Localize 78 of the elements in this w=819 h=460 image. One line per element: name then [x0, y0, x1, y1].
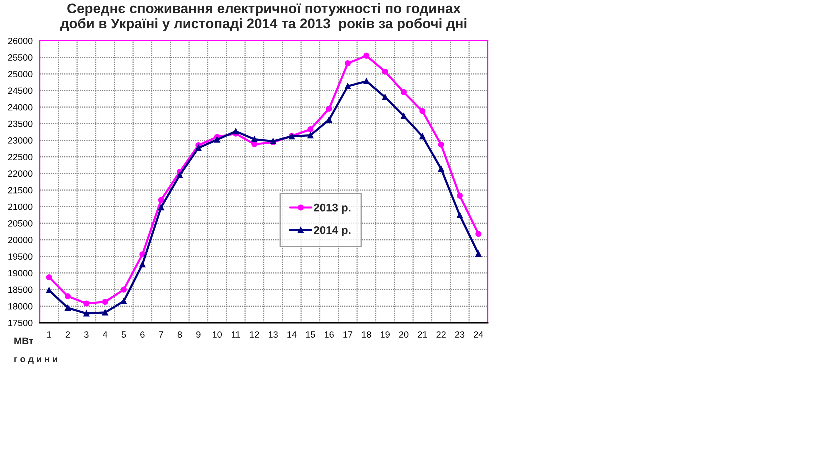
y-tick-label: 24000	[8, 104, 33, 111]
y-tick-label: 24500	[8, 88, 33, 94]
point	[120, 298, 128, 304]
point	[326, 106, 332, 112]
x-tick-label: 2	[66, 332, 70, 338]
point	[196, 145, 202, 152]
x-tick-label: 18	[362, 332, 372, 338]
y-tick-label: 19000	[8, 270, 33, 277]
x-tick-label: 14	[288, 332, 297, 338]
x-tick-label: 11	[232, 332, 240, 338]
y-tick-label: 26000	[8, 38, 33, 44]
x-tick-label: 19	[381, 332, 390, 338]
point	[46, 287, 52, 294]
x-tick-label: 22	[436, 332, 446, 338]
point	[476, 231, 482, 238]
y-tick-label: 17500	[8, 320, 33, 326]
x-tick-label: 15	[306, 332, 316, 338]
point	[84, 300, 90, 307]
y-tick-label: 22000	[8, 170, 33, 178]
y-tick-label: 18000	[8, 303, 33, 310]
y-tick-label: 21000	[8, 204, 33, 210]
point	[102, 310, 108, 316]
point	[308, 126, 314, 133]
y-axis-title: МВт	[14, 338, 34, 345]
point	[456, 192, 464, 199]
point	[214, 136, 220, 143]
point	[476, 250, 482, 258]
x-tick-label: 13	[269, 332, 278, 338]
y-tick-label: 23500	[8, 120, 33, 128]
y-tick-label: 19500	[8, 254, 33, 260]
point	[102, 299, 108, 306]
point	[120, 286, 128, 293]
y-tick-label: 23000	[8, 137, 33, 144]
x-tick-label: 9	[196, 332, 201, 338]
y-tick-label: 20000	[8, 237, 33, 244]
x-tick-label: 10	[213, 332, 222, 338]
x-tick-label: 4	[103, 332, 108, 338]
x-tick-label: 24	[474, 332, 484, 338]
x-axis-title: г о д и н и	[14, 357, 58, 364]
point	[420, 108, 426, 114]
point	[140, 252, 146, 258]
point	[344, 83, 352, 90]
x-tick-label: 16	[325, 332, 334, 338]
x-tick-label: 1	[48, 332, 52, 338]
x-tick-label: 5	[122, 332, 126, 338]
chart-title: Середнє споживання електричної потужності по годинах доби в Україні у листопаді 2014 та 2013 років за робочі дні	[60, 3, 467, 32]
x-tick-label: 17	[344, 332, 353, 338]
x-tick-label: 8	[178, 332, 182, 338]
point	[438, 142, 444, 148]
point	[382, 94, 388, 100]
x-tick-label: 6	[140, 332, 145, 338]
y-tick-label: 22500	[8, 154, 33, 160]
y-tick-label: 25500	[8, 54, 33, 61]
x-tick-label: 20	[399, 332, 409, 338]
point	[456, 212, 464, 219]
x-tick-label: 3	[84, 332, 89, 338]
point	[382, 68, 388, 75]
point	[84, 310, 90, 317]
point	[400, 89, 408, 96]
point	[176, 172, 184, 178]
x-tick-label: 23	[455, 332, 465, 338]
y-tick-label: 21500	[8, 187, 33, 194]
x-tick-label: 7	[159, 332, 164, 338]
point	[400, 113, 408, 120]
point	[158, 197, 164, 204]
point	[344, 60, 352, 67]
legend-label: 2013 р.	[314, 204, 351, 214]
point	[64, 305, 72, 312]
y-tick-label: 18500	[8, 286, 33, 294]
point	[64, 293, 72, 300]
y-tick-label: 25000	[8, 71, 33, 78]
x-tick-label: 21	[418, 332, 428, 338]
point	[364, 52, 370, 59]
x-tick-label: 12	[250, 332, 260, 338]
point	[46, 274, 52, 281]
point	[140, 262, 146, 268]
y-tick-label: 20500	[8, 220, 33, 227]
legend-label: 2014 р.	[314, 226, 351, 237]
